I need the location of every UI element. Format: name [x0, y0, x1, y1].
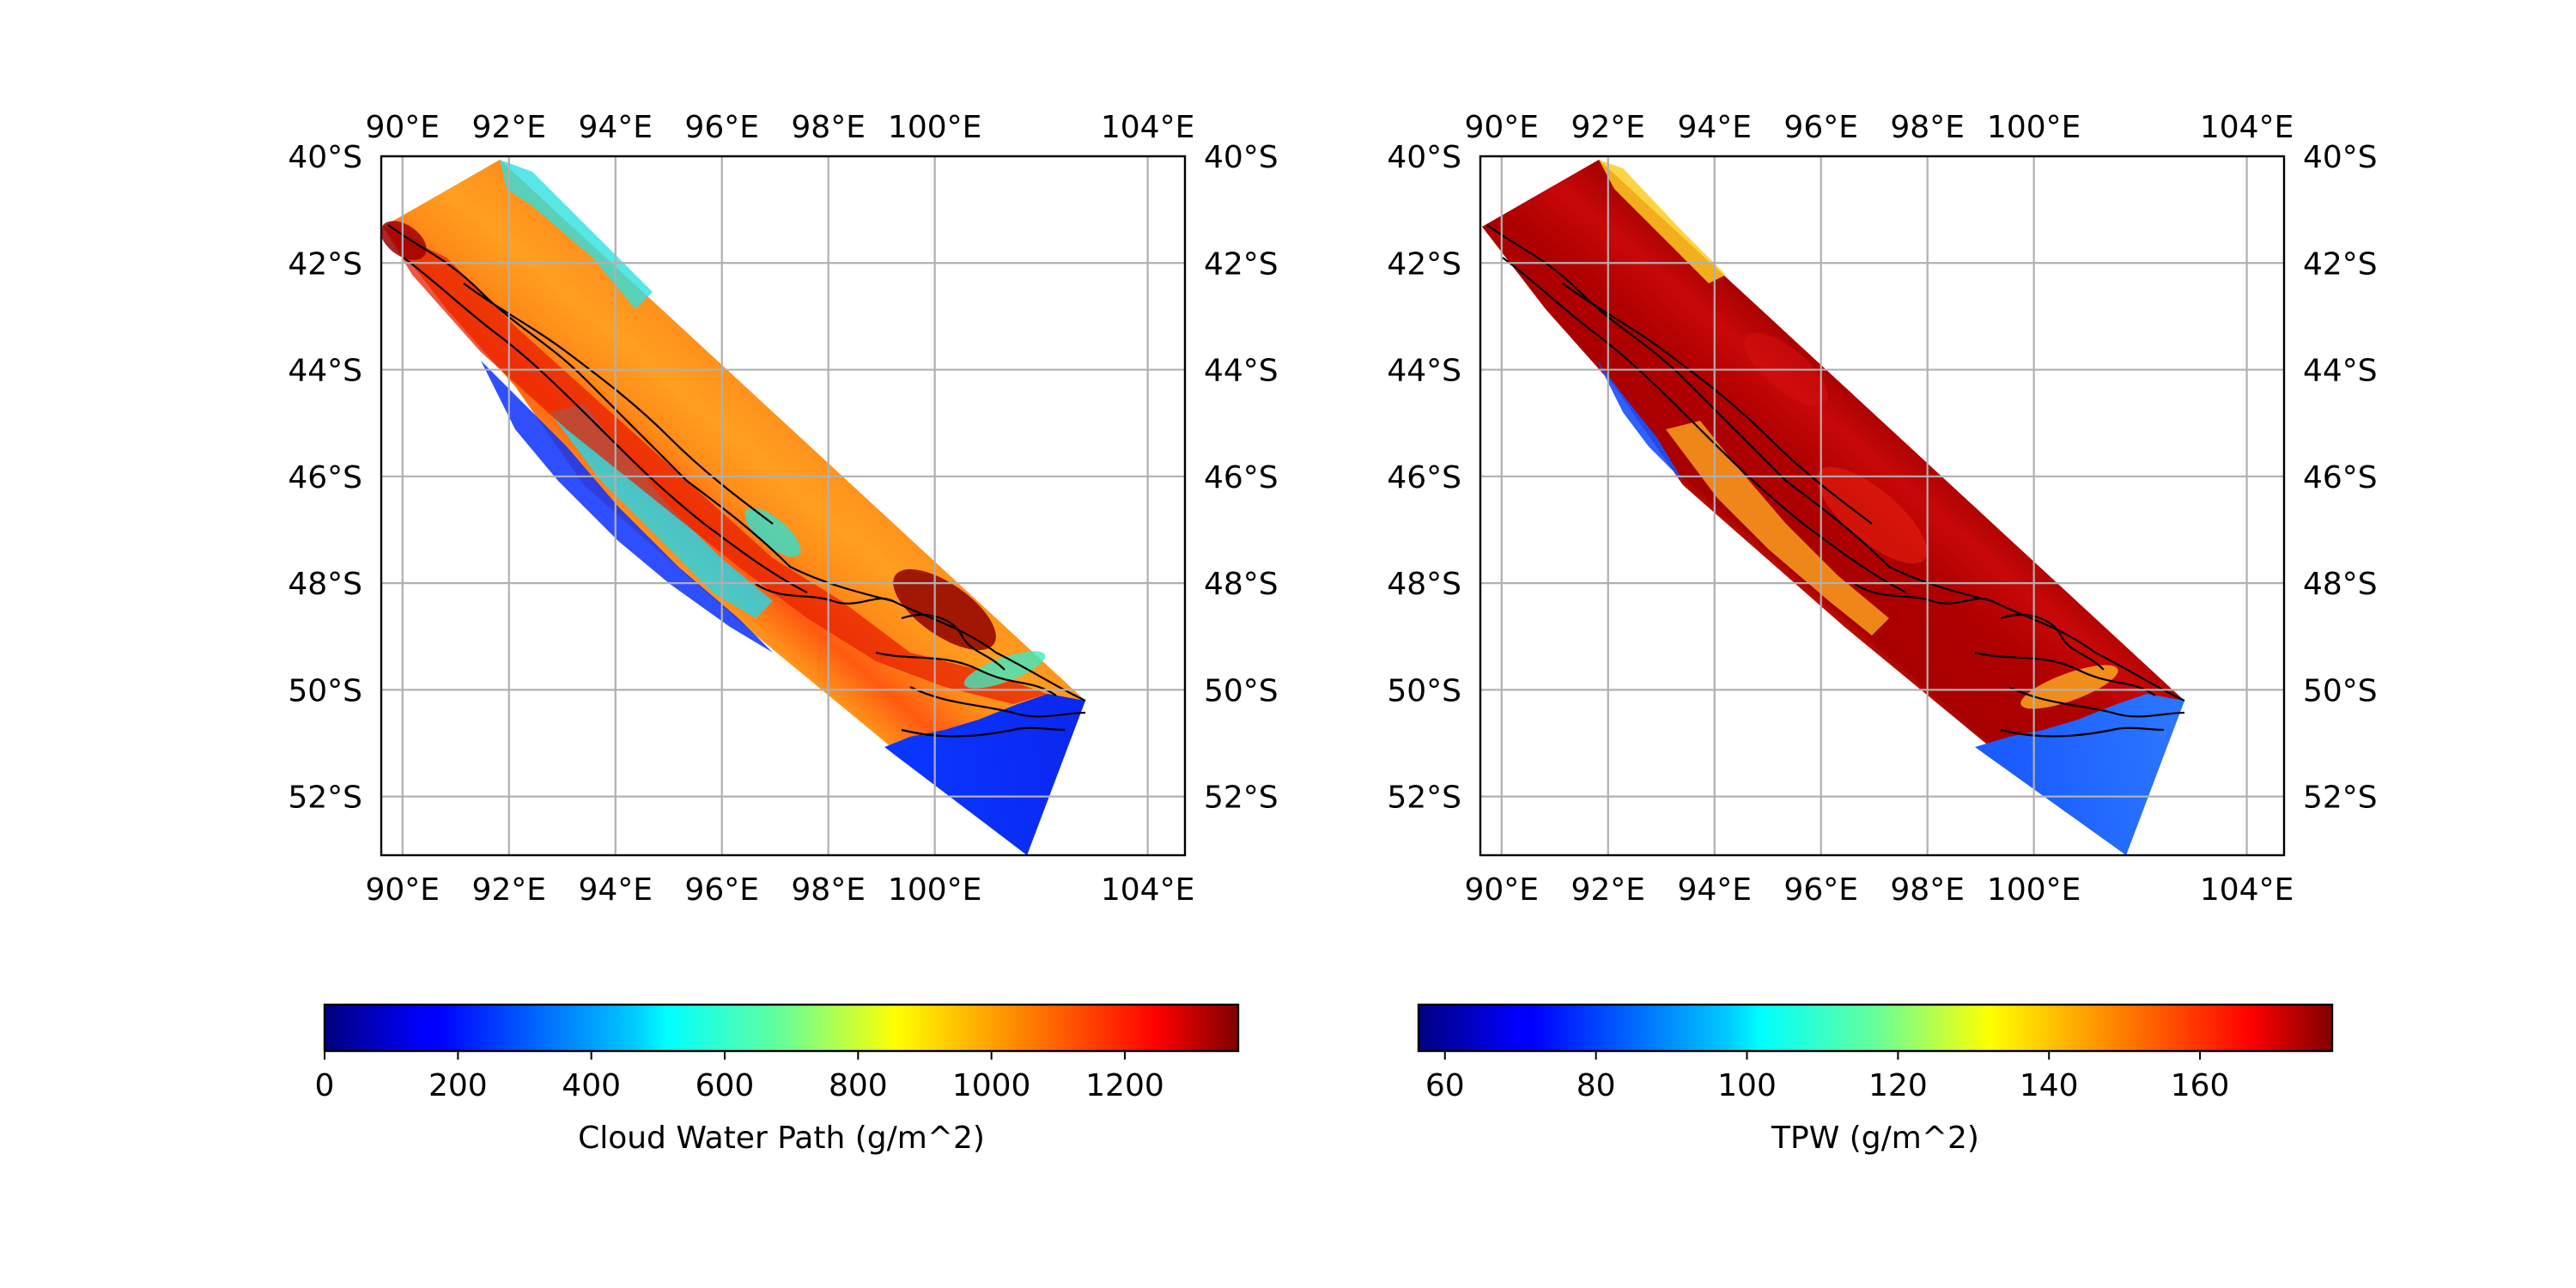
cwp-lon-label-top: 90°E: [366, 110, 440, 145]
cwp-map: 90°E 90°E 92°E 92°E 94°E 94°E 96°E 96°E 98°E 98°E…: [288, 110, 1278, 908]
tpw-colorbar-ticks: 60 80 100 120 140 160: [1425, 1051, 2230, 1103]
cwp-lat-label-left: 42°S: [288, 246, 362, 282]
cwp-colorbar: 0 200 400 600 800 1000 1200 Cloud Water Path (…: [315, 1003, 1240, 1156]
cwp-lon-label-top: 92°E: [471, 110, 546, 145]
tpw-colorbar-tick-label: 140: [2020, 1068, 2079, 1103]
cwp-lat-label-right: 52°S: [1204, 781, 1279, 816]
cwp-colorbar-tick-label: 400: [562, 1068, 621, 1103]
cwp-lat-label-right: 48°S: [1204, 567, 1279, 602]
cwp-lat-label-right: 50°S: [1204, 673, 1279, 708]
tpw-lat-label-left: 50°S: [1387, 673, 1461, 708]
tpw-lat-label-right: 50°S: [2303, 673, 2378, 708]
tpw-lon-label-top: 94°E: [1677, 110, 1752, 145]
cwp-lat-label-right: 42°S: [1204, 246, 1279, 282]
cwp-lat-label-left: 52°S: [288, 781, 362, 816]
tpw-lon-label-top: 98°E: [1890, 110, 1965, 145]
cwp-lon-label-top: 98°E: [791, 110, 866, 145]
tpw-map-frame: [1479, 155, 2286, 857]
cwp-gridlines: [381, 155, 1185, 855]
cwp-swath-cold-edge: [481, 361, 773, 653]
tpw-colorbar-gradient: [1417, 1003, 2334, 1053]
tpw-yellow-north: [1599, 160, 1726, 283]
cwp-tick-labels: 90°E 90°E 92°E 92°E 94°E 94°E 96°E 96°E 98°E 98°E…: [288, 110, 1278, 908]
cwp-lat-label-left: 48°S: [288, 567, 362, 602]
cwp-lat-label-left: 40°S: [288, 140, 362, 175]
cwp-lon-label-bottom: 104°E: [1101, 872, 1194, 908]
cwp-colorbar-tick-label: 200: [428, 1068, 488, 1103]
tpw-lon-label-bottom: 104°E: [2200, 872, 2293, 908]
cwp-lon-label-bottom: 98°E: [791, 872, 866, 908]
tpw-lon-label-bottom: 92°E: [1571, 872, 1645, 908]
tpw-lon-label-top: 100°E: [1987, 110, 2081, 145]
cwp-max-blob: [893, 568, 996, 651]
cwp-lon-label-bottom: 92°E: [471, 872, 546, 908]
tpw-lon-label-bottom: 98°E: [1890, 872, 1965, 908]
tpw-lat-label-right: 40°S: [2303, 140, 2378, 175]
cwp-lat-label-left: 46°S: [288, 460, 362, 495]
tpw-lat-label-right: 48°S: [2303, 567, 2378, 602]
tpw-lat-label-left: 52°S: [1387, 781, 1461, 816]
tpw-lon-label-top: 104°E: [2200, 110, 2293, 145]
cwp-colorbar-tick-label: 0: [315, 1068, 335, 1103]
cwp-lon-label-bottom: 94°E: [578, 872, 653, 908]
cwp-cyan-patch: [744, 507, 801, 557]
cwp-lat-label-right: 44°S: [1204, 354, 1279, 389]
tpw-colorbar: 60 80 100 120 140 160 TPW (g/m^2): [1417, 1003, 2334, 1156]
cwp-lon-label-bottom: 100°E: [888, 872, 981, 908]
tpw-lon-label-bottom: 96°E: [1783, 872, 1858, 908]
cwp-cyan-north: [500, 160, 653, 309]
cwp-lon-label-top: 94°E: [578, 110, 653, 145]
tpw-yellow-band: [1666, 421, 1889, 635]
tpw-tick-labels: 90°E 90°E 92°E 92°E 94°E 94°E 96°E 96°E 98°E 98°E…: [1387, 110, 2377, 908]
tpw-lat-label-left: 42°S: [1387, 246, 1461, 282]
tpw-colorbar-tick-label: 100: [1717, 1068, 1777, 1103]
cwp-colorbar-ticks: 0 200 400 600 800 1000 1200: [315, 1051, 1164, 1103]
cwp-lat-label-left: 44°S: [288, 354, 362, 389]
cwp-lon-label-bottom: 90°E: [366, 872, 440, 908]
tpw-colorbar-tick-label: 160: [2171, 1068, 2230, 1103]
cwp-lat-label-right: 46°S: [1204, 460, 1279, 495]
tpw-colorbar-label: TPW (g/m^2): [1771, 1121, 1979, 1156]
tpw-lat-label-right: 44°S: [2303, 354, 2378, 389]
tpw-lat-label-right: 52°S: [2303, 781, 2378, 816]
cwp-lon-label-top: 104°E: [1101, 110, 1194, 145]
tpw-lon-label-top: 96°E: [1783, 110, 1858, 145]
tpw-lon-label-bottom: 94°E: [1677, 872, 1752, 908]
tpw-lat-label-left: 40°S: [1387, 140, 1461, 175]
tpw-lat-label-left: 48°S: [1387, 567, 1461, 602]
cwp-lat-label-right: 40°S: [1204, 140, 1279, 175]
tpw-map: 90°E 90°E 92°E 92°E 94°E 94°E 96°E 96°E 98°E 98°E…: [1387, 110, 2377, 908]
tpw-lon-label-top: 90°E: [1465, 110, 1540, 145]
cwp-lon-label-top: 96°E: [684, 110, 759, 145]
tpw-lon-label-bottom: 100°E: [1987, 872, 2081, 908]
tpw-colorbar-tick-label: 60: [1425, 1068, 1465, 1103]
tpw-swath-dry-edge: [1597, 361, 1683, 481]
cwp-colorbar-tick-label: 600: [696, 1068, 755, 1103]
cwp-colorbar-gradient: [323, 1003, 1240, 1053]
cwp-colorbar-tick-label: 800: [829, 1068, 888, 1103]
cwp-colorbar-tick-label: 1200: [1085, 1068, 1164, 1103]
cwp-red-ridge: [383, 227, 1048, 704]
tpw-red-patch: [1816, 466, 1928, 564]
cwp-map-frame: [380, 155, 1187, 857]
cwp-swath: [383, 160, 1085, 855]
tpw-lon-label-bottom: 90°E: [1465, 872, 1540, 908]
cwp-lat-label-left: 50°S: [288, 673, 362, 708]
cwp-lon-label-top: 100°E: [888, 110, 981, 145]
cwp-colorbar-label: Cloud Water Path (g/m^2): [578, 1121, 985, 1156]
tpw-lat-label-right: 46°S: [2303, 460, 2378, 495]
cwp-lon-label-bottom: 96°E: [684, 872, 759, 908]
tpw-lat-label-left: 46°S: [1387, 460, 1461, 495]
tpw-colorbar-tick-label: 120: [1868, 1068, 1928, 1103]
cwp-colorbar-tick-label: 1000: [952, 1068, 1031, 1103]
tpw-colorbar-tick-label: 80: [1577, 1068, 1616, 1103]
cwp-high-blob: [381, 221, 427, 260]
tpw-lon-label-top: 92°E: [1571, 110, 1645, 145]
tpw-lat-label-right: 42°S: [2303, 246, 2378, 282]
tpw-lat-label-left: 44°S: [1387, 354, 1461, 389]
